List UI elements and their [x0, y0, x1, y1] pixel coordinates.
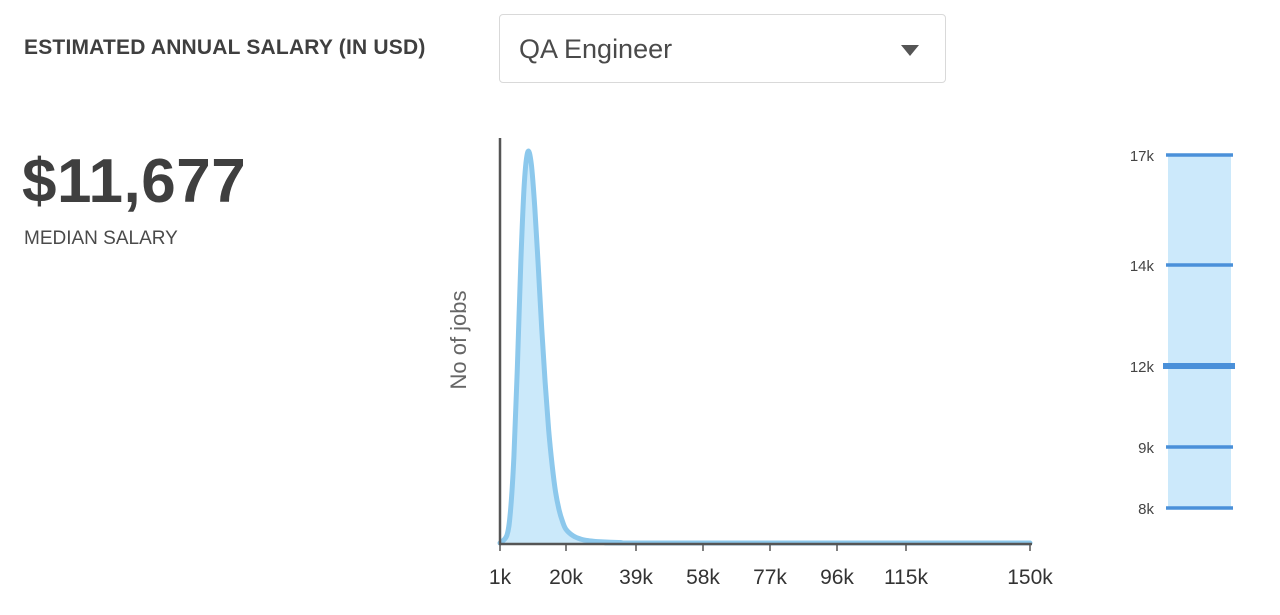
x-tick-label: 96k	[820, 566, 854, 589]
x-tick-label: 150k	[1007, 566, 1053, 589]
percentile-label: 9k	[1138, 440, 1154, 457]
distribution-line	[497, 148, 1033, 546]
x-tick-label: 1k	[489, 566, 512, 589]
percentile-label: 8k	[1138, 501, 1154, 518]
caret-down-icon[interactable]	[901, 45, 919, 56]
median-salary-value: $11,677	[22, 147, 247, 216]
job-title-select[interactable]: QA Engineer	[499, 14, 946, 83]
y-axis-label: No of jobs	[446, 290, 471, 389]
x-tick-label: 115k	[884, 566, 928, 589]
x-tick-label: 20k	[549, 566, 583, 589]
median-salary-label: MEDIAN SALARY	[24, 228, 178, 249]
percentile-label: 12k	[1130, 359, 1155, 376]
percentile-label: 14k	[1130, 258, 1155, 275]
salary-percentile-chart: 17k 14k 12k 9k 8k	[1130, 148, 1235, 518]
distribution-area	[500, 151, 1030, 544]
x-tick-label: 58k	[686, 566, 720, 589]
percentile-range-bar	[1168, 155, 1231, 508]
percentile-label: 17k	[1130, 148, 1155, 165]
x-tick-label: 77k	[753, 566, 787, 589]
salary-heading: ESTIMATED ANNUAL SALARY (IN USD)	[24, 36, 426, 59]
x-tick-label: 39k	[619, 566, 653, 589]
salary-distribution-chart: 1k 20k 39k 58k 77k 96k 115k 150k No of jobs	[446, 138, 1053, 589]
job-title-select-value: QA Engineer	[519, 34, 673, 64]
